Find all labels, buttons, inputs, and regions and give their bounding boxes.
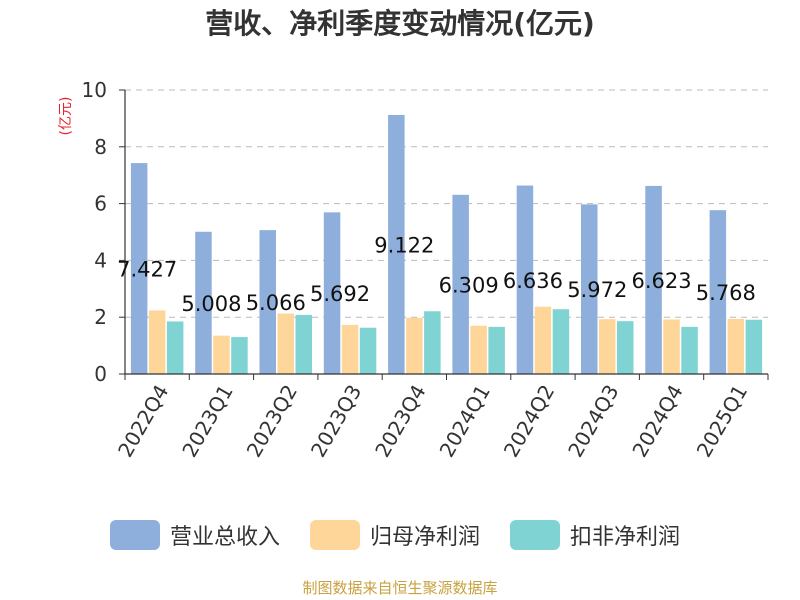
bar-series-2 <box>681 326 698 374</box>
gridlines <box>125 89 768 318</box>
bar-series-1 <box>663 319 680 374</box>
legend-swatch <box>310 520 360 550</box>
bar-series-1 <box>727 318 745 374</box>
legend-swatch <box>510 520 560 550</box>
x-tick-label: 2023Q3 <box>306 381 366 462</box>
data-label: 6.636 <box>503 269 563 293</box>
bar-series-1 <box>277 313 294 374</box>
x-tick-label: 2024Q2 <box>499 381 559 462</box>
data-label: 5.008 <box>181 292 241 316</box>
x-tick-label: 2023Q4 <box>370 381 430 462</box>
data-label: 9.122 <box>374 233 434 257</box>
bar-series-1 <box>470 325 487 374</box>
bar-series-2 <box>617 321 634 374</box>
x-tick-label: 2023Q2 <box>242 381 302 462</box>
bar-series-0 <box>195 231 212 374</box>
y-tick-label: 2 <box>94 305 107 329</box>
y-axis-label: (亿元) <box>58 97 74 136</box>
x-tick-label: 2022Q4 <box>113 381 173 462</box>
bar-series-0 <box>645 185 662 374</box>
y-tick-label: 0 <box>94 362 107 386</box>
x-tick-label: 2024Q4 <box>627 381 687 462</box>
data-label: 5.972 <box>567 278 627 302</box>
legend-swatch <box>110 520 160 550</box>
x-tick-label: 2024Q1 <box>435 381 495 462</box>
legend-label: 归母净利润 <box>370 525 480 550</box>
y-tick-label: 10 <box>82 78 107 102</box>
chart-title: 营收、净利季度变动情况(亿元) <box>205 7 595 40</box>
bar-series-0 <box>259 230 276 374</box>
bar-series-1 <box>534 306 552 374</box>
legend-label: 营业总收入 <box>170 525 280 550</box>
bar-series-2 <box>359 327 377 374</box>
axes <box>119 89 769 380</box>
bar-series-1 <box>341 324 359 374</box>
bar-series-0 <box>516 185 534 374</box>
source-note: 制图数据来自恒生聚源数据库 <box>302 579 497 597</box>
data-label: 5.692 <box>310 282 370 306</box>
bar-series-1 <box>148 310 166 374</box>
bar-series-2 <box>488 326 505 374</box>
bar-series-1 <box>599 319 616 374</box>
bar-series-2 <box>166 321 184 374</box>
x-tick-label: 2025Q1 <box>692 381 752 462</box>
y-tick-label: 6 <box>94 192 107 216</box>
bar-series-1 <box>406 317 423 374</box>
data-label: 6.623 <box>631 269 691 293</box>
y-tick-label: 8 <box>94 135 107 159</box>
x-tick-label: 2024Q3 <box>563 381 623 462</box>
bar-series-1 <box>213 335 230 374</box>
data-label: 7.427 <box>117 258 177 282</box>
bar-series-2 <box>745 319 763 374</box>
bar-series-2 <box>552 309 570 374</box>
bar-series-2 <box>295 314 312 374</box>
bar-series-0 <box>323 212 341 374</box>
bar-series-0 <box>709 210 727 374</box>
bar-series-0 <box>388 114 405 374</box>
bar-series-0 <box>130 163 148 374</box>
bar-series-2 <box>231 337 248 374</box>
y-tick-label: 4 <box>94 248 107 272</box>
data-label: 6.309 <box>439 273 499 297</box>
legend: 营业总收入 归母净利润 扣非净利润 <box>110 520 680 550</box>
data-label: 5.066 <box>246 291 306 315</box>
legend-label: 扣非净利润 <box>570 525 680 550</box>
bar-series-2 <box>424 311 441 374</box>
y-tick-labels: 0 2 4 6 8 10 <box>82 78 107 386</box>
x-tick-label: 2023Q1 <box>177 381 237 462</box>
bar-series-0 <box>581 204 598 374</box>
x-tick-labels: 2022Q4 2023Q1 2023Q2 2023Q3 2023Q4 2024Q1 2024… <box>113 381 752 462</box>
data-label: 5.768 <box>696 281 756 305</box>
bars <box>130 114 763 374</box>
bar-series-0 <box>452 194 469 374</box>
